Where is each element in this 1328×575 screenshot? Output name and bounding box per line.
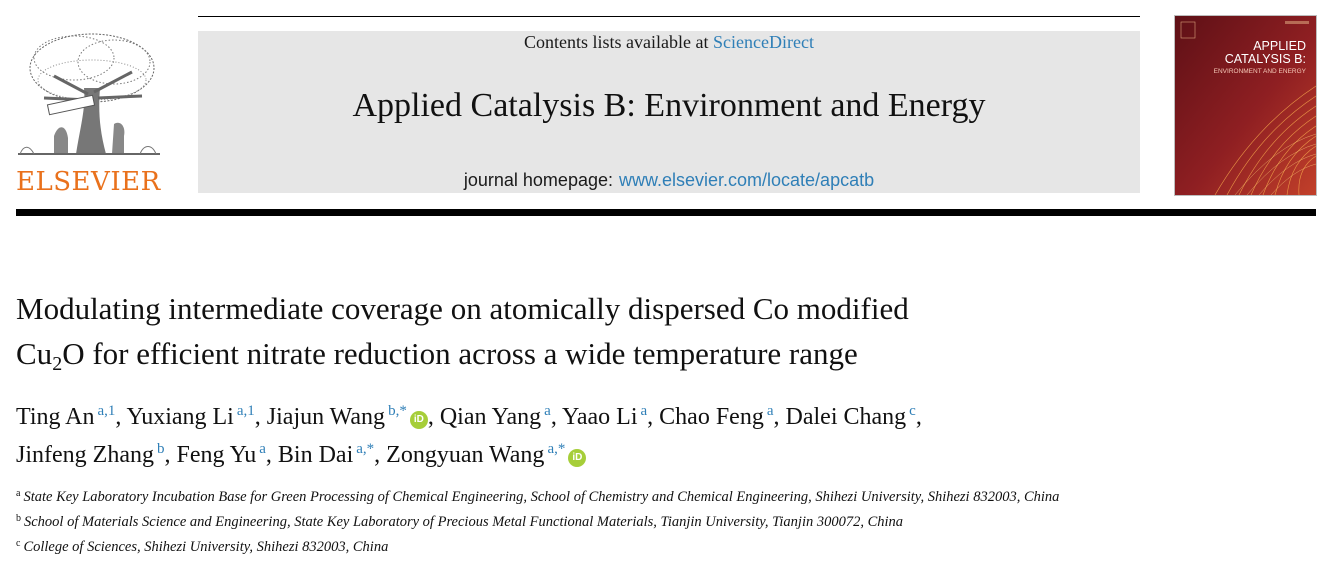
affiliation-marker[interactable]: a,* (356, 441, 375, 457)
author: Dalei Chang c, (785, 403, 922, 430)
author-separator: , (164, 442, 177, 468)
orcid-icon[interactable]: iD (409, 411, 428, 429)
contents-prefix: Contents lists available at (524, 32, 713, 52)
affiliation-marker[interactable]: a,1 (236, 403, 255, 419)
affiliation-marker[interactable]: a,* (547, 441, 566, 457)
author-separator: , (915, 404, 922, 430)
author-name[interactable]: Ting An (16, 404, 95, 430)
author-name[interactable]: Feng Yu (176, 442, 257, 468)
author-name[interactable]: Dalei Chang (785, 404, 907, 430)
author-separator: , (254, 404, 267, 430)
orcid-icon[interactable]: iD (568, 449, 587, 467)
affiliation-marker[interactable]: b,* (388, 403, 407, 419)
author-name[interactable]: Jiajun Wang (266, 404, 386, 430)
author: Qian Yang a, (439, 403, 562, 430)
author: Yuxiang Li a,1, (126, 403, 267, 430)
header-divider (16, 209, 1316, 216)
cover-title-line2: CATALYSIS B: (1224, 52, 1306, 66)
author-separator: , (773, 404, 786, 430)
author: Chao Feng a, (659, 403, 786, 430)
article-title: Modulating intermediate coverage on atom… (16, 286, 1216, 387)
publisher-wordmark: ELSEVIER (16, 167, 161, 197)
affiliation-list: a State Key Laboratory Incubation Base fo… (16, 483, 1156, 558)
title-subscript: 2 (52, 353, 63, 375)
affiliation-item: b School of Materials Science and Enginee… (16, 508, 1156, 533)
author-list: Ting An a,1, Yuxiang Li a,1, Jiajun Wang b,… (16, 395, 1216, 471)
author-separator: , (115, 404, 127, 430)
author-name[interactable]: Qian Yang (439, 404, 542, 430)
article-title-line1: Modulating intermediate coverage on atom… (16, 291, 909, 326)
header-top-rule (198, 16, 1140, 17)
cover-title-line1: APPLIED (1253, 39, 1306, 53)
affiliation-marker[interactable]: a (640, 403, 648, 419)
journal-masthead: Contents lists available at ScienceDirec… (198, 31, 1140, 193)
author-name[interactable]: Bin Dai (277, 442, 354, 468)
affiliation-marker[interactable]: c (909, 403, 916, 419)
author-name[interactable]: Yaao Li (561, 404, 638, 430)
affiliation-text: College of Sciences, Shihezi University,… (23, 539, 389, 555)
author-separator: , (427, 404, 440, 430)
affiliation-item: c College of Sciences, Shihezi University… (16, 533, 1156, 558)
author-separator: , (550, 404, 562, 430)
author-name[interactable]: Jinfeng Zhang (16, 442, 154, 468)
contents-availability-line: Contents lists available at ScienceDirec… (198, 32, 1140, 53)
sciencedirect-link[interactable]: ScienceDirect (713, 32, 814, 52)
author: Ting An a,1, (16, 403, 127, 430)
cover-title: APPLIED CATALYSIS B: (1225, 40, 1306, 66)
publisher-logo[interactable]: ELSEVIER (14, 28, 164, 198)
affiliation-mark: b (16, 513, 21, 524)
affiliation-marker[interactable]: a,1 (97, 403, 116, 419)
affiliation-mark: c (16, 538, 21, 549)
author: Feng Yu a, (176, 441, 278, 468)
author: Bin Dai a,*, (277, 441, 387, 468)
cover-art-icon (1175, 16, 1316, 195)
author-name[interactable]: Chao Feng (659, 404, 764, 430)
homepage-label: journal homepage: (463, 170, 613, 190)
affiliation-marker[interactable]: a (544, 403, 551, 419)
affiliation-text: State Key Laboratory Incubation Base for… (23, 489, 1060, 505)
author: Jinfeng Zhang b, (16, 441, 177, 468)
author: Jiajun Wang b,*iD, (266, 403, 440, 430)
journal-homepage-line: journal homepage: www.elsevier.com/locate… (198, 170, 1140, 191)
journal-cover-thumbnail[interactable]: APPLIED CATALYSIS B: ENVIRONMENT AND ENE… (1174, 15, 1317, 196)
author: Yaao Li a, (561, 403, 660, 430)
article-title-line2: O for efficient nitrate reduction across… (62, 336, 858, 371)
homepage-link[interactable]: www.elsevier.com/locate/apcatb (618, 170, 875, 190)
title-cu: Cu (16, 336, 53, 371)
cover-subtitle: ENVIRONMENT AND ENERGY (1213, 68, 1306, 75)
affiliation-marker[interactable]: a (766, 403, 774, 419)
affiliation-mark: a (16, 488, 21, 499)
affiliation-text: School of Materials Science and Engineer… (24, 514, 904, 530)
author-separator: , (265, 442, 278, 468)
author-name[interactable]: Zongyuan Wang (386, 442, 545, 468)
author-name[interactable]: Yuxiang Li (126, 404, 234, 430)
affiliation-item: a State Key Laboratory Incubation Base fo… (16, 483, 1156, 508)
author-separator: , (647, 404, 660, 430)
affiliation-marker[interactable]: a (259, 441, 266, 457)
elsevier-tree-icon (18, 33, 160, 155)
author-separator: , (374, 442, 387, 468)
journal-title[interactable]: Applied Catalysis B: Environment and Ene… (352, 87, 986, 124)
affiliation-marker[interactable]: b (156, 441, 165, 457)
author: Zongyuan Wang a,*iD (386, 441, 587, 468)
